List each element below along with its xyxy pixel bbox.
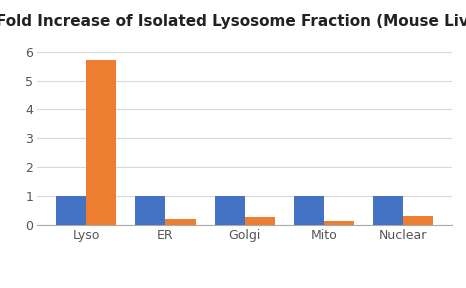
Title: Fold Increase of Isolated Lysosome Fraction (Mouse Liver): Fold Increase of Isolated Lysosome Fract… [0,14,466,29]
Bar [294,196,324,225]
Bar [403,216,433,225]
Bar [245,217,275,225]
Bar [86,60,116,225]
Bar [324,221,354,225]
Bar [214,196,245,225]
Bar [56,196,86,225]
Bar [373,196,403,225]
Bar [165,219,196,225]
Bar [135,196,165,225]
Legend: Tissue Lysate, Lysosome Fraction: Tissue Lysate, Lysosome Fraction [117,284,372,288]
